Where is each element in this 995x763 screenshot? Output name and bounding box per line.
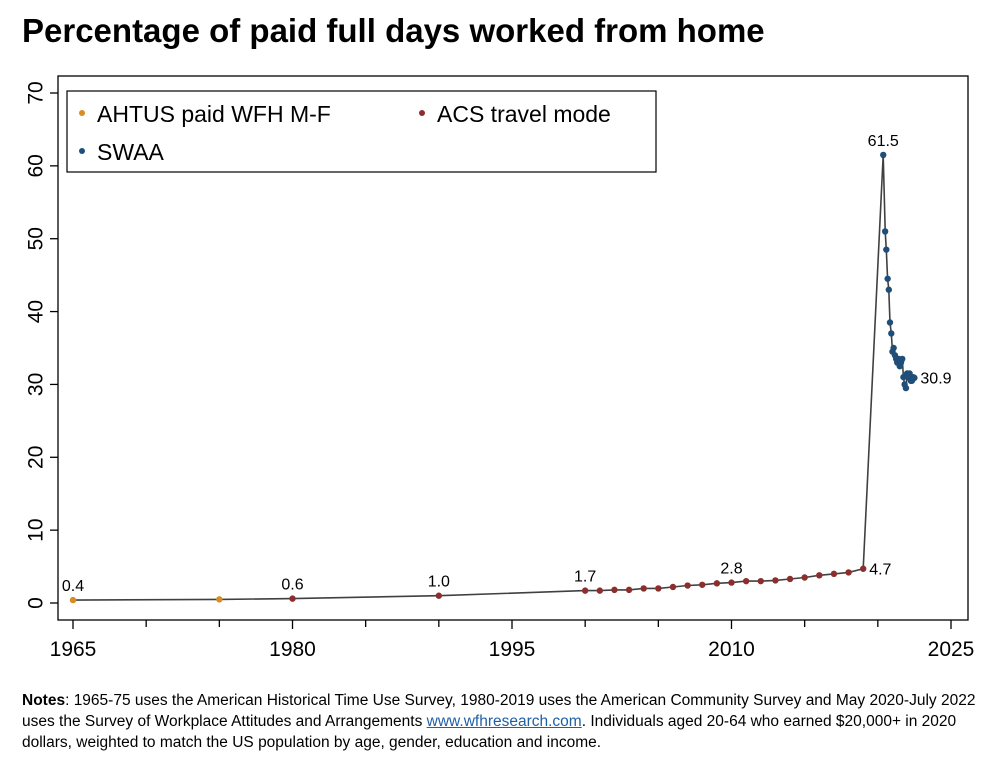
- data-point-acs-travel-mode: [757, 577, 764, 585]
- wfh-line-chart: 0 10 20 30 40 50 60 70 1965 1980 1995 2010 2025 0.4 0.…: [25, 75, 975, 661]
- data-label: 4.7: [869, 561, 891, 578]
- x-tick-label: 1995: [489, 638, 536, 661]
- chart-title: Percentage of paid full days worked from…: [22, 12, 765, 49]
- data-point-acs-travel-mode: [684, 582, 691, 589]
- notes-text-after-link: . Individuals aged 20-64 who earned $20,…: [22, 713, 957, 751]
- y-tick-label: 60: [25, 154, 48, 177]
- legend-marker: [419, 110, 425, 116]
- y-tick-label: 10: [25, 518, 48, 541]
- y-tick-label: 50: [25, 227, 48, 250]
- data-point-acs-travel-mode: [611, 586, 618, 594]
- notes-label: Notes: [22, 692, 66, 709]
- data-point-acs-travel-mode: [289, 595, 296, 602]
- y-tick-label: 70: [25, 81, 48, 104]
- y-tick-label: 0: [25, 597, 48, 609]
- data-point-acs-travel-mode: [786, 575, 794, 583]
- data-point-swaa: [884, 275, 891, 282]
- data-point-acs-travel-mode: [772, 577, 779, 584]
- data-point-acs-travel-mode: [816, 572, 823, 579]
- data-point-acs-travel-mode: [728, 579, 735, 586]
- x-tick-label: 1965: [50, 638, 97, 661]
- data-point-acs-travel-mode: [655, 585, 662, 592]
- data-point-acs-travel-mode: [845, 569, 852, 576]
- data-point-acs-travel-mode: [699, 581, 706, 588]
- data-point-swaa: [902, 384, 910, 392]
- x-tick-label: 2025: [928, 638, 975, 661]
- data-label: 1.7: [574, 569, 596, 586]
- y-tick-label: 30: [25, 373, 48, 396]
- data-point-swaa: [911, 374, 918, 382]
- data-point-acs-travel-mode: [625, 586, 633, 594]
- notes-link[interactable]: www.wfhresearch.com: [426, 713, 582, 730]
- data-point-swaa: [880, 151, 887, 159]
- y-tick-label: 20: [25, 446, 48, 469]
- data-point-swaa: [899, 355, 906, 363]
- x-tick-label: 2010: [708, 638, 755, 661]
- legend-marker: [79, 148, 85, 154]
- legend-label: AHTUS paid WFH M-F: [97, 101, 331, 127]
- data-point-swaa: [885, 286, 893, 293]
- legend-box: [66, 90, 657, 173]
- data-point-acs-travel-mode: [640, 585, 647, 592]
- data-point-acs-travel-mode: [435, 592, 443, 599]
- data-point-acs-travel-mode: [801, 574, 808, 581]
- data-point-acs-travel-mode: [742, 577, 750, 585]
- series-connecting-line: [72, 154, 915, 601]
- data-point-ahtus-paid-wfh-m-f: [216, 596, 223, 603]
- data-point-acs-travel-mode: [581, 587, 589, 594]
- data-point-swaa: [888, 330, 895, 337]
- data-label: 0.4: [62, 578, 84, 595]
- plot-frame: [57, 75, 969, 621]
- x-tick-label: 1980: [269, 638, 316, 661]
- data-point-acs-travel-mode: [860, 565, 867, 572]
- data-point-swaa: [890, 344, 897, 352]
- y-tick-label: 40: [25, 300, 48, 323]
- data-label: 2.8: [720, 561, 742, 578]
- notes-text-before-link: : 1965-75 uses the American Historical T…: [22, 692, 976, 730]
- data-point-acs-travel-mode: [669, 583, 677, 591]
- data-point-swaa: [881, 228, 889, 235]
- data-label: 1.0: [428, 574, 450, 591]
- data-point-acs-travel-mode: [713, 580, 721, 587]
- data-label: 0.6: [281, 577, 303, 594]
- data-label: 30.9: [920, 370, 951, 387]
- legend-label: SWAA: [97, 139, 165, 165]
- legend-label: ACS travel mode: [437, 101, 611, 127]
- data-point-acs-travel-mode: [596, 587, 603, 594]
- data-point-ahtus-paid-wfh-m-f: [69, 596, 77, 604]
- legend-marker: [79, 110, 85, 116]
- data-point-swaa: [883, 246, 890, 253]
- data-point-acs-travel-mode: [830, 570, 838, 578]
- chart-notes: Notes: 1965-75 uses the American Histori…: [22, 690, 984, 753]
- data-point-swaa: [886, 319, 894, 326]
- data-label: 61.5: [868, 133, 899, 150]
